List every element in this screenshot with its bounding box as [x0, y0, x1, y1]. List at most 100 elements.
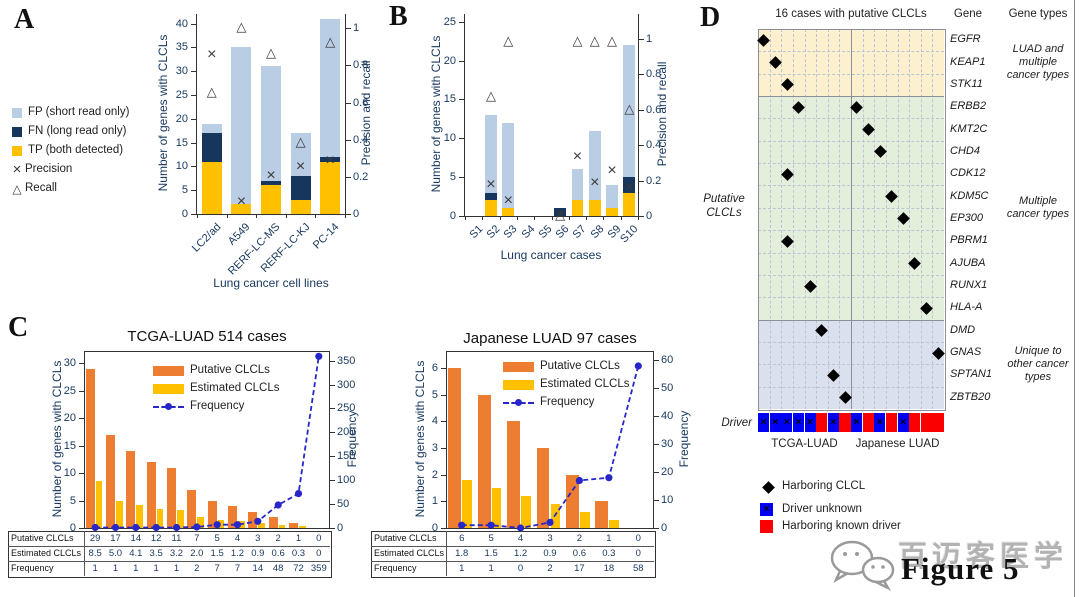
table-cell: 1 — [295, 533, 302, 544]
table-cell: 72 — [293, 563, 304, 574]
diamond-legend-icon — [762, 481, 775, 494]
precision-marker: × — [572, 147, 583, 165]
precision-marker: × — [236, 192, 247, 210]
panel-d-axis-japanese: Japanese LUAD — [855, 438, 940, 450]
grid-col-line — [781, 29, 783, 409]
y2-tick-label: 0 — [661, 522, 668, 534]
table-row-line — [8, 546, 330, 547]
legend-label: Precision — [25, 163, 73, 175]
putative-bar — [268, 517, 278, 528]
gene-label: DMD — [950, 323, 976, 336]
y-tick — [191, 142, 196, 144]
panel-b-xlabel: Lung cancer cases — [500, 248, 602, 262]
grid-col-line — [804, 29, 806, 409]
legend-label: FN (long read only) — [28, 125, 127, 137]
table-cell: 0 — [517, 563, 524, 574]
legend-estimated-label: Estimated CLCLs — [190, 382, 280, 394]
table-cell: 29 — [89, 533, 101, 544]
table-cell: 1 — [153, 563, 159, 574]
matrix-border — [758, 29, 946, 411]
table-cell: 0.3 — [602, 548, 616, 559]
putative-bar — [126, 451, 136, 528]
table-cell: 7 — [194, 533, 200, 544]
bar-segment — [588, 130, 601, 201]
y-tick-label: 40 — [175, 17, 188, 30]
driver-cell: × — [874, 413, 886, 433]
y2-tick — [654, 472, 659, 474]
y2-tick — [330, 480, 335, 482]
gene-label: AJUBA — [950, 256, 986, 269]
grid-row-line — [758, 297, 944, 299]
panel-d-types-header: Gene types — [1008, 8, 1068, 20]
precision-marker: × — [555, 206, 565, 223]
grid-col-line — [839, 29, 841, 409]
y-tick-label: 1 — [431, 495, 438, 508]
grid-row-line — [758, 51, 944, 53]
table-border — [371, 531, 656, 578]
panel-d-gene-header: Gene — [953, 8, 983, 20]
putative-bar — [207, 500, 217, 528]
y2-tick — [346, 28, 351, 30]
recall-marker: △ — [572, 33, 583, 49]
legend-label: TP (both detected) — [28, 144, 124, 156]
driver-cell: × — [804, 413, 816, 433]
y-tick-label: 0 — [69, 522, 76, 534]
y-tick — [79, 363, 84, 364]
panel-d-letter: D — [700, 2, 721, 33]
y-tick — [459, 138, 464, 140]
gene-type-label: LUAD and multiple cancer types — [1006, 43, 1070, 82]
table-cell: 2 — [576, 533, 583, 544]
legend-putative-label: Putative CLCLs — [540, 360, 620, 372]
plot-border — [84, 351, 330, 529]
gene-label: RUNX1 — [950, 279, 988, 292]
legend-harboring-known-driver: Harboring known driver — [782, 520, 901, 532]
x-tick — [482, 217, 484, 220]
y2-tick-label: 0.2 — [353, 170, 369, 183]
y-tick-label: 15 — [63, 439, 76, 452]
gene-type-label: Multiple cancer types — [1006, 194, 1070, 220]
y-tick — [191, 118, 196, 120]
gene-label: KDM5C — [950, 189, 989, 202]
y2-tick — [654, 360, 659, 362]
x-tick — [345, 215, 346, 218]
panel-d-header: 16 cases with putative CLCLs — [775, 8, 927, 20]
table-row-line — [8, 561, 330, 562]
recall-marker: △ — [624, 100, 635, 116]
y-tick — [79, 445, 84, 447]
table-cell: 0.3 — [291, 548, 306, 559]
table-cell: 7 — [214, 563, 220, 574]
gene-label: GNAS — [950, 346, 982, 359]
grid-col-line — [816, 29, 818, 409]
driver-cell — [909, 413, 921, 433]
y2-tick — [639, 74, 644, 76]
precision-marker: × — [207, 46, 217, 64]
y-tick — [459, 177, 464, 179]
y-tick-label: 20 — [63, 412, 76, 424]
estimated-bar — [136, 505, 144, 528]
legend-frequency-label: Frequency — [190, 400, 245, 412]
table-cell: 1.5 — [210, 548, 224, 559]
y2-tick — [346, 139, 351, 141]
table-cell: 3.2 — [169, 548, 184, 559]
y-tick — [191, 94, 196, 96]
y-tick-label: 15 — [443, 93, 456, 106]
bar-segment — [231, 47, 252, 205]
recall-marker: △ — [266, 45, 276, 61]
x-tick — [285, 215, 287, 218]
putative-bar — [146, 462, 156, 528]
y-tick — [441, 394, 446, 396]
y2-tick — [346, 214, 351, 215]
y-tick-label: 10 — [443, 132, 456, 145]
y-tick-label: 2 — [431, 468, 438, 481]
y2-tick — [654, 528, 659, 529]
bar-segment — [554, 208, 567, 216]
table-cell: 1.8 — [455, 548, 469, 559]
table-cell: 2 — [547, 563, 553, 574]
y2-tick-label: 100 — [337, 474, 356, 487]
estimated-bar — [258, 523, 266, 528]
driver-cell — [816, 413, 828, 433]
table-cell: 5 — [214, 533, 220, 544]
bar-segment — [588, 200, 601, 216]
y-tick — [441, 448, 446, 449]
